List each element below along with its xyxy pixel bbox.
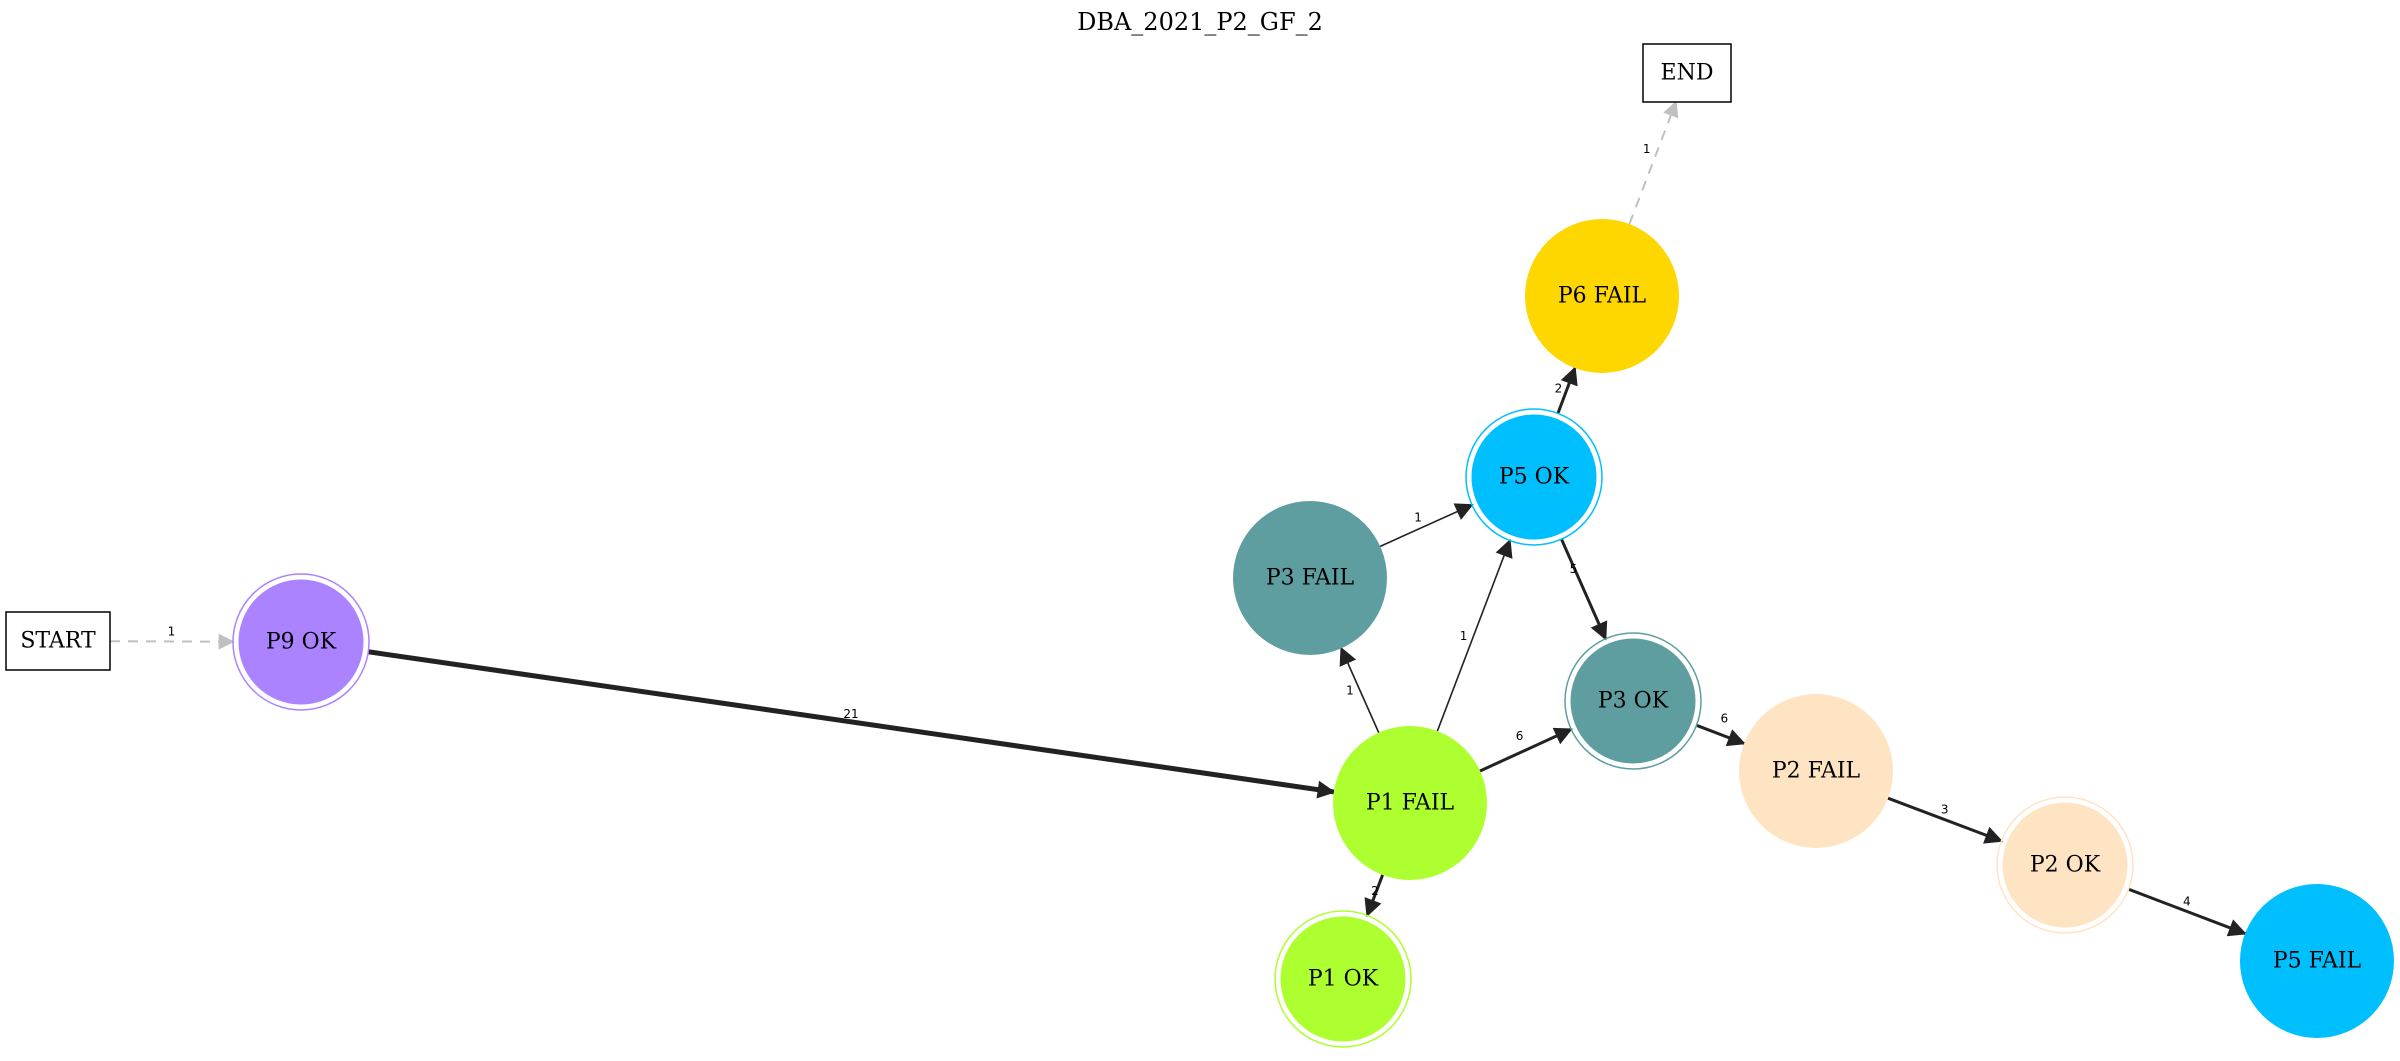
- node-circle: [1525, 219, 1679, 373]
- node-circle: [1569, 637, 1697, 765]
- node-p6fail: P6 FAIL: [1525, 219, 1679, 373]
- edge-label: 6: [1516, 729, 1524, 743]
- edge-p2fail-to-p2ok: 3: [1887, 796, 2004, 844]
- edge-p3fail-to-p5ok: 1: [1379, 503, 1474, 548]
- node-outer-ring: [1564, 632, 1702, 770]
- edge-line: [367, 649, 1336, 799]
- edge-p1fail-to-p5ok: 1: [1436, 538, 1513, 732]
- node-label: P1 FAIL: [1366, 791, 1455, 816]
- node-circle: [2240, 884, 2394, 1038]
- edge-p6fail-to-end: 1: [1628, 100, 1679, 225]
- node-p1ok: P1 OK: [1274, 910, 1412, 1048]
- edge-label: 6: [1720, 711, 1728, 725]
- edge-line: [1887, 796, 2004, 844]
- node-circle: [1279, 915, 1407, 1043]
- node-label: P2 FAIL: [1772, 759, 1861, 784]
- node-circle: [1739, 694, 1893, 848]
- edge-label: 4: [2183, 894, 2191, 908]
- node-label: P9 OK: [266, 630, 337, 655]
- node-label: END: [1661, 61, 1714, 86]
- edge-line: [1628, 100, 1679, 225]
- node-label: P6 FAIL: [1558, 284, 1647, 309]
- edge-line: [1436, 538, 1513, 732]
- edge-label: 3: [1941, 803, 1949, 817]
- node-label: P5 FAIL: [2273, 949, 2362, 974]
- node-p3ok: P3 OK: [1564, 632, 1702, 770]
- edge-label: 2: [1371, 884, 1379, 898]
- edge-line: [1379, 503, 1474, 548]
- node-outer-ring: [1996, 796, 2134, 934]
- node-start: START: [5, 611, 111, 671]
- edge-label: 21: [843, 707, 858, 721]
- edge-start-to-p9ok: 1: [109, 624, 235, 650]
- edge-label: 1: [1346, 684, 1354, 698]
- nodes-layer: START END P9 OK P1 FAIL P1 OK P3 FAIL P5 OK P6 …: [5, 43, 2394, 1048]
- edge-p5ok-to-p3ok: 5: [1560, 538, 1608, 641]
- node-outer-ring: [232, 573, 370, 711]
- node-outer-ring: [1465, 408, 1603, 546]
- node-p2fail: P2 FAIL: [1739, 694, 1893, 848]
- edge-line: [2128, 887, 2247, 937]
- edge-label: 1: [168, 624, 176, 638]
- node-label: P5 OK: [1499, 465, 1570, 490]
- edge-p1fail-to-p1ok: 2: [1364, 874, 1385, 918]
- node-p9ok: P9 OK: [232, 573, 370, 711]
- node-label: P3 OK: [1598, 689, 1669, 714]
- edge-line: [1556, 366, 1578, 414]
- node-p5fail: P5 FAIL: [2240, 884, 2394, 1038]
- node-circle: [237, 578, 365, 706]
- node-end: END: [1642, 43, 1732, 103]
- node-label: P2 OK: [2030, 853, 2101, 878]
- node-circle: [1333, 726, 1487, 880]
- edge-p3ok-to-p2fail: 6: [1695, 711, 1746, 747]
- edge-line: [109, 633, 235, 650]
- edge-line: [1339, 646, 1380, 733]
- edge-p9ok-to-p1fail: 21: [367, 649, 1336, 799]
- edge-label: 2: [1555, 382, 1563, 396]
- node-label: P1 OK: [1308, 967, 1379, 992]
- edge-line: [1479, 727, 1573, 773]
- edge-label: 1: [1643, 142, 1651, 156]
- node-p3fail: P3 FAIL: [1233, 501, 1387, 655]
- node-p2ok: P2 OK: [1996, 796, 2134, 934]
- edge-p2ok-to-p5fail: 4: [2128, 887, 2247, 937]
- node-box: [1642, 43, 1732, 103]
- edge-p1fail-to-p3fail: 1: [1339, 646, 1380, 733]
- edge-label: 1: [1414, 511, 1422, 525]
- edge-p1fail-to-p3ok: 6: [1479, 727, 1573, 773]
- node-p1fail: P1 FAIL: [1333, 726, 1487, 880]
- node-box: [5, 611, 111, 671]
- edge-line: [1695, 723, 1746, 747]
- graph-title: DBA_2021_P2_GF_2: [1077, 8, 1323, 36]
- node-circle: [2001, 801, 2129, 929]
- edge-p5ok-to-p6fail: 2: [1555, 366, 1578, 414]
- node-circle: [1233, 501, 1387, 655]
- node-circle: [1470, 413, 1598, 541]
- edge-label: 5: [1570, 562, 1578, 576]
- node-label: P3 FAIL: [1266, 566, 1355, 591]
- node-outer-ring: [1274, 910, 1412, 1048]
- edge-label: 1: [1460, 629, 1468, 643]
- node-label: START: [20, 629, 96, 654]
- node-p5ok: P5 OK: [1465, 408, 1603, 546]
- edge-line: [1364, 874, 1385, 918]
- edge-line: [1560, 538, 1608, 641]
